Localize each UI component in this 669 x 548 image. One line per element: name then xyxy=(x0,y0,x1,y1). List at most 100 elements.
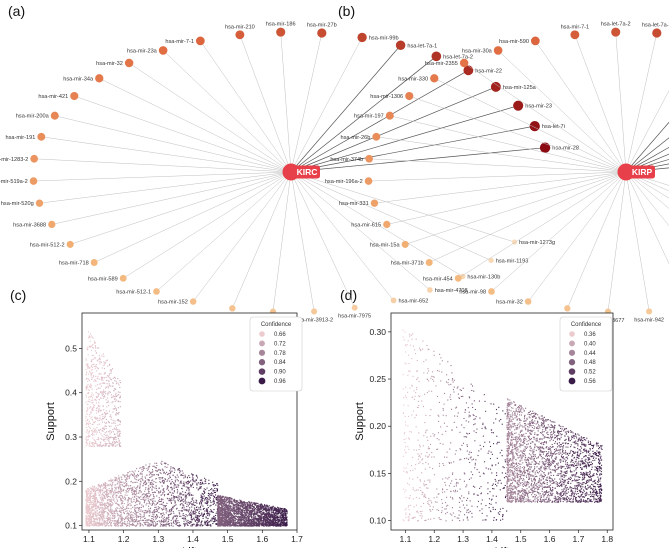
scatter-point xyxy=(145,494,147,496)
scatter-point xyxy=(117,431,119,433)
scatter-point xyxy=(205,502,207,504)
scatter-point xyxy=(160,523,162,525)
scatter-point xyxy=(181,510,183,512)
scatter-point xyxy=(266,518,268,520)
scatter-point xyxy=(94,416,96,418)
scatter-point xyxy=(191,519,193,521)
scatter-point xyxy=(88,335,90,337)
scatter-point xyxy=(146,512,148,514)
scatter-point xyxy=(224,515,227,518)
scatter-point xyxy=(108,374,110,376)
scatter-point xyxy=(213,501,216,503)
scatter-point xyxy=(226,512,228,515)
scatter-point xyxy=(87,418,89,421)
scatter-point xyxy=(211,492,213,494)
scatter-point xyxy=(163,489,165,491)
scatter-point xyxy=(109,510,111,513)
node-hsa-let-7i xyxy=(529,120,540,132)
scatter-point xyxy=(234,500,236,502)
scatter-point xyxy=(105,360,107,362)
scatter-point xyxy=(105,525,107,527)
node-label-hsa-mir-652: hsa-mir-652 xyxy=(398,298,428,304)
scatter-point xyxy=(281,523,283,525)
scatter-point xyxy=(96,500,98,502)
scatter-point xyxy=(92,445,94,447)
edge-hsa-mir-130b xyxy=(625,171,669,186)
scatter-point xyxy=(100,433,102,435)
scatter-point xyxy=(91,345,93,347)
scatter-point xyxy=(173,495,175,498)
scatter-point xyxy=(263,505,265,507)
scatter-point xyxy=(114,407,116,409)
scatter-point xyxy=(281,510,284,512)
scatter-point xyxy=(198,518,200,520)
scatter-point xyxy=(173,482,175,484)
scatter-point xyxy=(109,391,111,393)
scatter-point xyxy=(102,524,104,526)
scatter-point xyxy=(91,495,93,498)
scatter-point xyxy=(95,385,97,387)
scatter-point xyxy=(103,487,105,489)
scatter-point xyxy=(108,422,111,424)
edge-hsa-mir-34a xyxy=(99,78,292,173)
scatter-point xyxy=(248,508,250,510)
scatter-point xyxy=(124,485,126,487)
scatter-point xyxy=(118,477,120,479)
scatter-point xyxy=(263,525,265,527)
scatter-point xyxy=(133,519,135,521)
scatter-point xyxy=(112,443,114,445)
scatter-point xyxy=(152,524,154,526)
scatter-point xyxy=(235,524,237,526)
scatter-point xyxy=(143,482,145,484)
scatter-point xyxy=(216,499,218,501)
scatter-point xyxy=(224,517,226,519)
scatter-point xyxy=(85,500,87,502)
scatter-point xyxy=(189,502,191,504)
scatter-point xyxy=(172,495,174,497)
scatter-point xyxy=(196,509,198,511)
scatter-point xyxy=(147,468,150,470)
scatter-point xyxy=(144,477,147,479)
scatter-point xyxy=(99,507,101,510)
scatter-point xyxy=(251,522,253,524)
scatter-point xyxy=(198,507,200,509)
scatter-point xyxy=(216,490,218,492)
scatter-point xyxy=(121,500,123,502)
scatter-point xyxy=(203,513,206,515)
scatter-point xyxy=(117,507,119,509)
scatter-point xyxy=(197,523,199,526)
scatter-point xyxy=(95,494,97,496)
scatter-point xyxy=(147,523,149,525)
node-label-hsa-mir-23a: hsa-mir-23a xyxy=(127,48,158,54)
scatter-point xyxy=(257,504,259,506)
scatter-point xyxy=(121,507,123,509)
edge-hsa-mir-99b xyxy=(625,153,669,173)
scatter-point xyxy=(94,399,96,401)
scatter-point xyxy=(92,437,94,439)
scatter-point xyxy=(247,515,249,518)
scatter-point xyxy=(192,482,194,484)
scatter-point xyxy=(94,496,96,498)
scatter-point xyxy=(198,508,200,510)
scatter-point xyxy=(97,487,99,489)
scatter-point xyxy=(144,467,146,469)
scatter-point xyxy=(100,445,102,447)
scatter-point xyxy=(137,521,139,523)
scatter-point xyxy=(111,482,113,484)
scatter-point xyxy=(177,495,179,497)
scatter-point xyxy=(277,521,279,523)
scatter-point xyxy=(94,510,96,512)
scatter-point xyxy=(115,409,117,411)
scatter-point xyxy=(86,489,88,491)
scatter-point xyxy=(101,493,104,495)
scatter-point xyxy=(231,519,233,521)
scatter-point xyxy=(172,521,174,523)
scatter-point xyxy=(190,486,192,488)
scatter-point xyxy=(96,438,98,440)
scatter-point xyxy=(133,474,135,476)
scatter-point xyxy=(100,444,102,447)
scatter-point xyxy=(186,524,188,526)
scatter-point xyxy=(135,490,137,492)
scatter-point xyxy=(144,483,146,485)
scatter-point xyxy=(224,496,227,498)
